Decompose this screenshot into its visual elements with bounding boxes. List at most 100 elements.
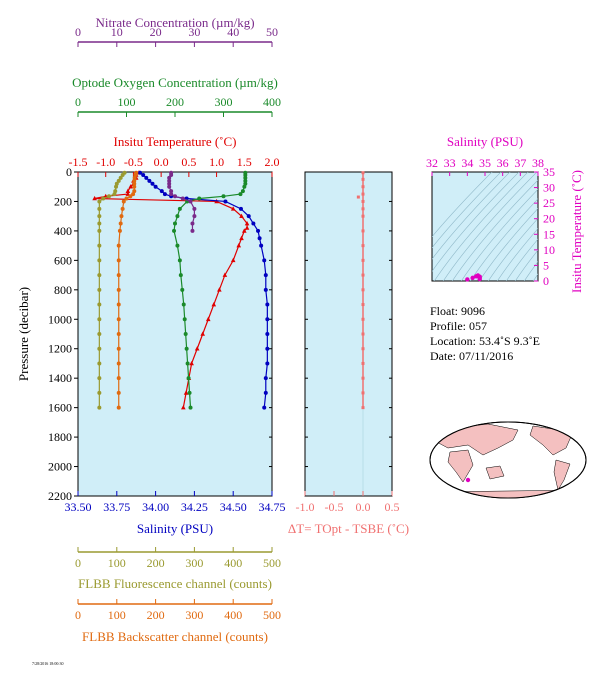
- fluorescence-tick-label: 0: [75, 556, 81, 570]
- backscatter-point: [120, 206, 125, 211]
- delta-t-point: [361, 171, 365, 175]
- fluorescence-tick-label: 200: [147, 556, 165, 570]
- temperature-point: [189, 360, 194, 366]
- density-contour: [451, 179, 538, 281]
- oxygen-point: [185, 361, 190, 366]
- nitrate-point: [169, 189, 174, 194]
- oxygen-point: [238, 192, 243, 197]
- delta-t-point: [361, 199, 365, 203]
- fluorescence-point: [97, 361, 102, 366]
- backscatter-point: [116, 332, 121, 336]
- ts-salinity-tick-label: 32: [426, 156, 438, 170]
- fluorescence-point: [116, 178, 121, 183]
- delta-t-point: [361, 214, 365, 218]
- main-plot-area: [77, 171, 273, 497]
- salinity-profile-line: [139, 172, 268, 408]
- backscatter-point: [119, 214, 124, 219]
- pressure-tick-label: 800: [54, 283, 72, 297]
- delta-t-point: [361, 406, 365, 410]
- oxygen-tick-label: 100: [118, 95, 136, 109]
- delta-t-tick-label: 0.0: [356, 500, 371, 514]
- nitrate-point: [173, 194, 177, 199]
- salinity-tick-label: 34.75: [259, 500, 286, 514]
- pressure-tick-label: 2000: [48, 460, 72, 474]
- nitrate-point: [167, 178, 172, 183]
- map-outline: [429, 421, 587, 499]
- fluorescence-point: [97, 332, 102, 336]
- ts-temp-tick-label: 15: [543, 227, 555, 241]
- delta-t-point: [361, 273, 365, 277]
- oxygen-tick-label: 200: [166, 95, 184, 109]
- oxygen-point: [177, 206, 182, 211]
- density-contour: [505, 238, 538, 281]
- temperature-tick-label: -1.0: [96, 155, 115, 169]
- salinity-point: [251, 221, 256, 226]
- backscatter-point: [132, 175, 137, 180]
- temperature-point: [217, 287, 222, 292]
- backscatter-point: [117, 228, 122, 233]
- pressure-tick-label: 600: [54, 253, 72, 267]
- nitrate-point: [180, 196, 185, 201]
- delta-t-point: [361, 303, 365, 307]
- salinity-axis-title: Salinity (PSU): [137, 521, 213, 536]
- pressure-tick-label: 200: [54, 194, 72, 208]
- temperature-point: [125, 191, 131, 196]
- fluorescence-point: [101, 196, 106, 201]
- density-contour: [442, 172, 538, 281]
- nitrate-tick-label: 50: [266, 25, 278, 39]
- nitrate-point: [192, 206, 197, 211]
- backscatter-point: [116, 287, 121, 292]
- temperature-tick-label: 1.0: [209, 155, 224, 169]
- temperature-tick-label: 0.5: [181, 155, 196, 169]
- backscatter-point: [132, 184, 137, 189]
- salinity-tick-label: 34.00: [142, 500, 169, 514]
- float-id-text: Float: 9096: [430, 304, 485, 318]
- world-map: [429, 421, 587, 499]
- fluorescence-point: [97, 228, 102, 233]
- oxygen-point: [182, 317, 187, 322]
- float-info-block: Float: 9096 Profile: 057 Location: 53.4˚…: [430, 304, 540, 363]
- backscatter-point: [124, 196, 129, 201]
- pressure-tick-label: 1800: [48, 430, 72, 444]
- temperature-point: [211, 301, 217, 307]
- continent-shape: [447, 449, 474, 483]
- nitrate-point: [188, 199, 193, 204]
- nitrate-point: [190, 221, 195, 226]
- density-contours: [432, 172, 538, 281]
- ts-point: [470, 275, 475, 281]
- temperature-point: [230, 257, 236, 263]
- oxygen-point: [175, 214, 180, 219]
- delta-t-point: [361, 258, 365, 262]
- fluorescence-point: [97, 206, 102, 211]
- backscatter-point: [116, 405, 121, 410]
- fluorescence-tick-label: 500: [263, 556, 281, 570]
- ts-point: [465, 277, 470, 282]
- fluorescence-point: [107, 194, 112, 199]
- salinity-point: [159, 189, 164, 194]
- ts-salinity-title: Salinity (PSU): [447, 134, 523, 149]
- delta-t-plot-area: [304, 171, 393, 497]
- salinity-point: [144, 175, 149, 180]
- density-contour: [487, 217, 538, 281]
- delta-t-point: [361, 229, 365, 233]
- pressure-tick-label: 400: [54, 224, 72, 238]
- delta-t-point: [361, 185, 365, 189]
- oxygen-point: [197, 196, 202, 201]
- nitrate-point: [169, 172, 174, 177]
- ts-temp-tick-label: 0: [543, 274, 549, 288]
- oxygen-point: [240, 189, 245, 194]
- density-contour: [496, 228, 538, 281]
- delta-t-point: [361, 376, 365, 380]
- salinity-point: [263, 287, 268, 292]
- profile-number-text: Profile: 057: [430, 319, 487, 333]
- delta-t-point: [361, 317, 365, 321]
- fluorescence-point: [112, 192, 117, 197]
- backscatter-tick-label: 300: [185, 608, 203, 622]
- fluorescence-point: [97, 376, 102, 381]
- salinity-point: [265, 332, 270, 336]
- nitrate-tick-label: 10: [111, 25, 123, 39]
- ts-point: [477, 276, 482, 282]
- pressure-axis-label: Pressure (decibar): [16, 287, 31, 381]
